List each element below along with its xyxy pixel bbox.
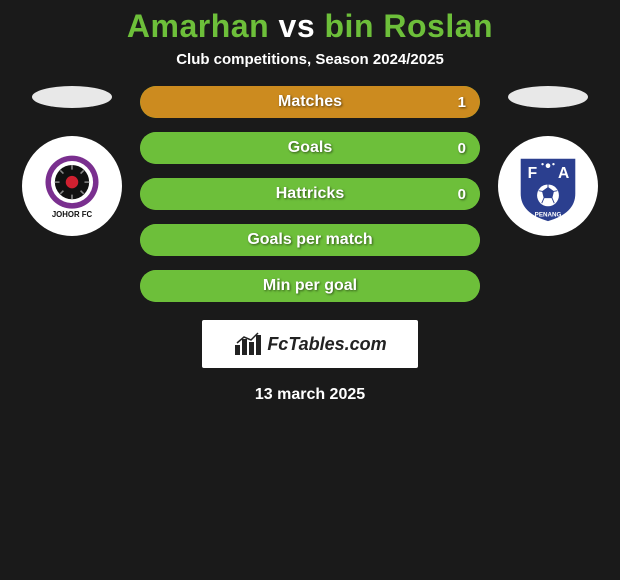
- left-club-badge: JOHOR FC: [22, 136, 122, 236]
- stat-row: Goals 0: [140, 132, 480, 164]
- stat-label: Hattricks: [276, 185, 344, 203]
- svg-text:JOHOR FC: JOHOR FC: [52, 210, 93, 219]
- right-country-ellipse: [508, 86, 588, 108]
- stat-row: Min per goal: [140, 270, 480, 302]
- brand-bars-icon: [233, 331, 263, 357]
- stat-label: Matches: [278, 93, 342, 111]
- main-row: JOHOR FC Matches 1 Goals 0 Hattricks 0 Goals p…: [0, 86, 620, 302]
- date-text: 13 march 2025: [0, 386, 620, 404]
- svg-text:PENANG: PENANG: [535, 211, 562, 218]
- stat-label: Min per goal: [263, 277, 357, 295]
- right-club-badge: F A PENANG: [498, 136, 598, 236]
- player-a-name: Amarhan: [127, 8, 269, 44]
- player-b-name: bin Roslan: [325, 8, 494, 44]
- stats-column: Matches 1 Goals 0 Hattricks 0 Goals per match M…: [140, 86, 480, 302]
- right-side-column: F A PENANG: [498, 86, 598, 236]
- left-club-logo-icon: JOHOR FC: [33, 147, 111, 225]
- card-title: Amarhan vs bin Roslan: [0, 8, 620, 45]
- right-club-logo-icon: F A PENANG: [509, 147, 587, 225]
- left-country-ellipse: [32, 86, 112, 108]
- stat-value-right: 1: [458, 94, 466, 111]
- svg-text:A: A: [558, 165, 569, 182]
- svg-text:F: F: [528, 165, 538, 182]
- stat-label: Goals per match: [247, 231, 372, 249]
- brand-text: FcTables.com: [267, 334, 386, 355]
- subtitle: Club competitions, Season 2024/2025: [0, 51, 620, 68]
- stat-row: Goals per match: [140, 224, 480, 256]
- stat-label: Goals: [288, 139, 332, 157]
- stat-value-right: 0: [458, 140, 466, 157]
- stat-row: Matches 1: [140, 86, 480, 118]
- stat-row: Hattricks 0: [140, 178, 480, 210]
- comparison-card: Amarhan vs bin Roslan Club competitions,…: [0, 0, 620, 404]
- left-side-column: JOHOR FC: [22, 86, 122, 236]
- stat-value-right: 0: [458, 186, 466, 203]
- vs-text: vs: [279, 8, 316, 44]
- brand-box: FcTables.com: [202, 320, 418, 368]
